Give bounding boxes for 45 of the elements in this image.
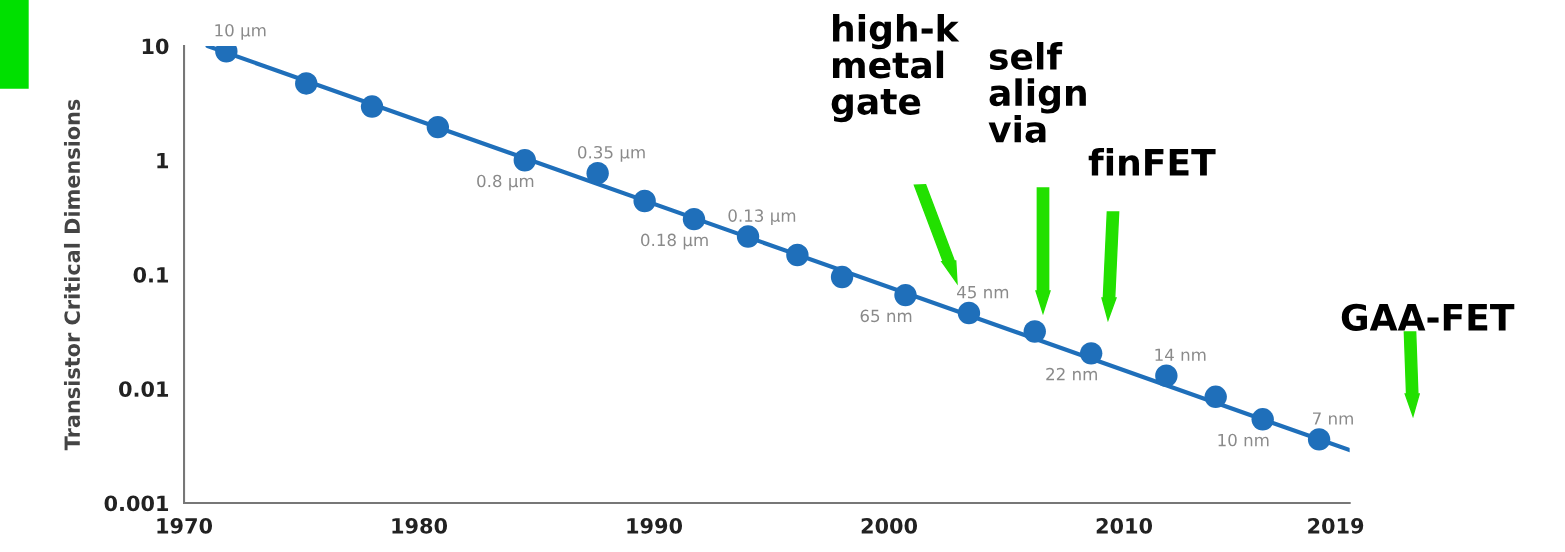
point	[295, 72, 318, 95]
point	[513, 149, 536, 172]
annotation: 0.18 μm	[641, 233, 708, 250]
y-tick-label: 0.1	[133, 266, 169, 283]
annotation: GAA-FET	[1341, 303, 1515, 331]
y-tick-label: 0.001	[104, 495, 169, 512]
x-tick-label: 2019	[1308, 517, 1364, 534]
point	[426, 115, 450, 139]
annotation: 0.8 μm	[477, 174, 534, 191]
x-tick-label: 1970	[157, 517, 213, 534]
x-tick-label: 2010	[1096, 517, 1153, 534]
point	[1023, 320, 1046, 343]
point	[786, 243, 809, 267]
x-tick-label: 1990	[627, 517, 683, 534]
annotation: 10 μm	[215, 23, 266, 40]
point	[736, 225, 760, 248]
point	[1251, 408, 1274, 431]
y-axis-title: Transistor Critical Dimensions	[63, 99, 81, 451]
point	[1204, 385, 1227, 408]
annotation: 7 nm	[1313, 412, 1353, 425]
y-tick-label: 10	[142, 38, 169, 55]
annotation: 22 nm	[1046, 367, 1097, 381]
point	[894, 283, 917, 307]
y-tick-label: 0.01	[119, 381, 169, 397]
annotation: 45 nm	[957, 286, 1009, 299]
point	[586, 162, 609, 185]
annotation: finFET	[1088, 148, 1216, 176]
annotation: 65 nm	[860, 309, 912, 323]
point	[360, 95, 384, 118]
point	[957, 301, 981, 325]
y-tick-label: 1	[157, 152, 169, 169]
annotation: self align via	[988, 42, 1086, 143]
point	[1155, 364, 1178, 387]
x-tick-label: 1980	[392, 517, 448, 534]
x-tick-label: 2000	[861, 517, 918, 534]
point	[682, 207, 706, 231]
point	[830, 265, 854, 289]
annotation: 0.35 μm	[578, 145, 645, 162]
point	[1307, 428, 1331, 451]
annotation: 10 nm	[1218, 433, 1269, 447]
point	[633, 189, 656, 213]
point	[1079, 342, 1103, 365]
annotation: 0.13 μm	[728, 209, 796, 226]
annotation: 14 nm	[1155, 348, 1206, 361]
annotation: high-k metal gate	[831, 14, 960, 123]
